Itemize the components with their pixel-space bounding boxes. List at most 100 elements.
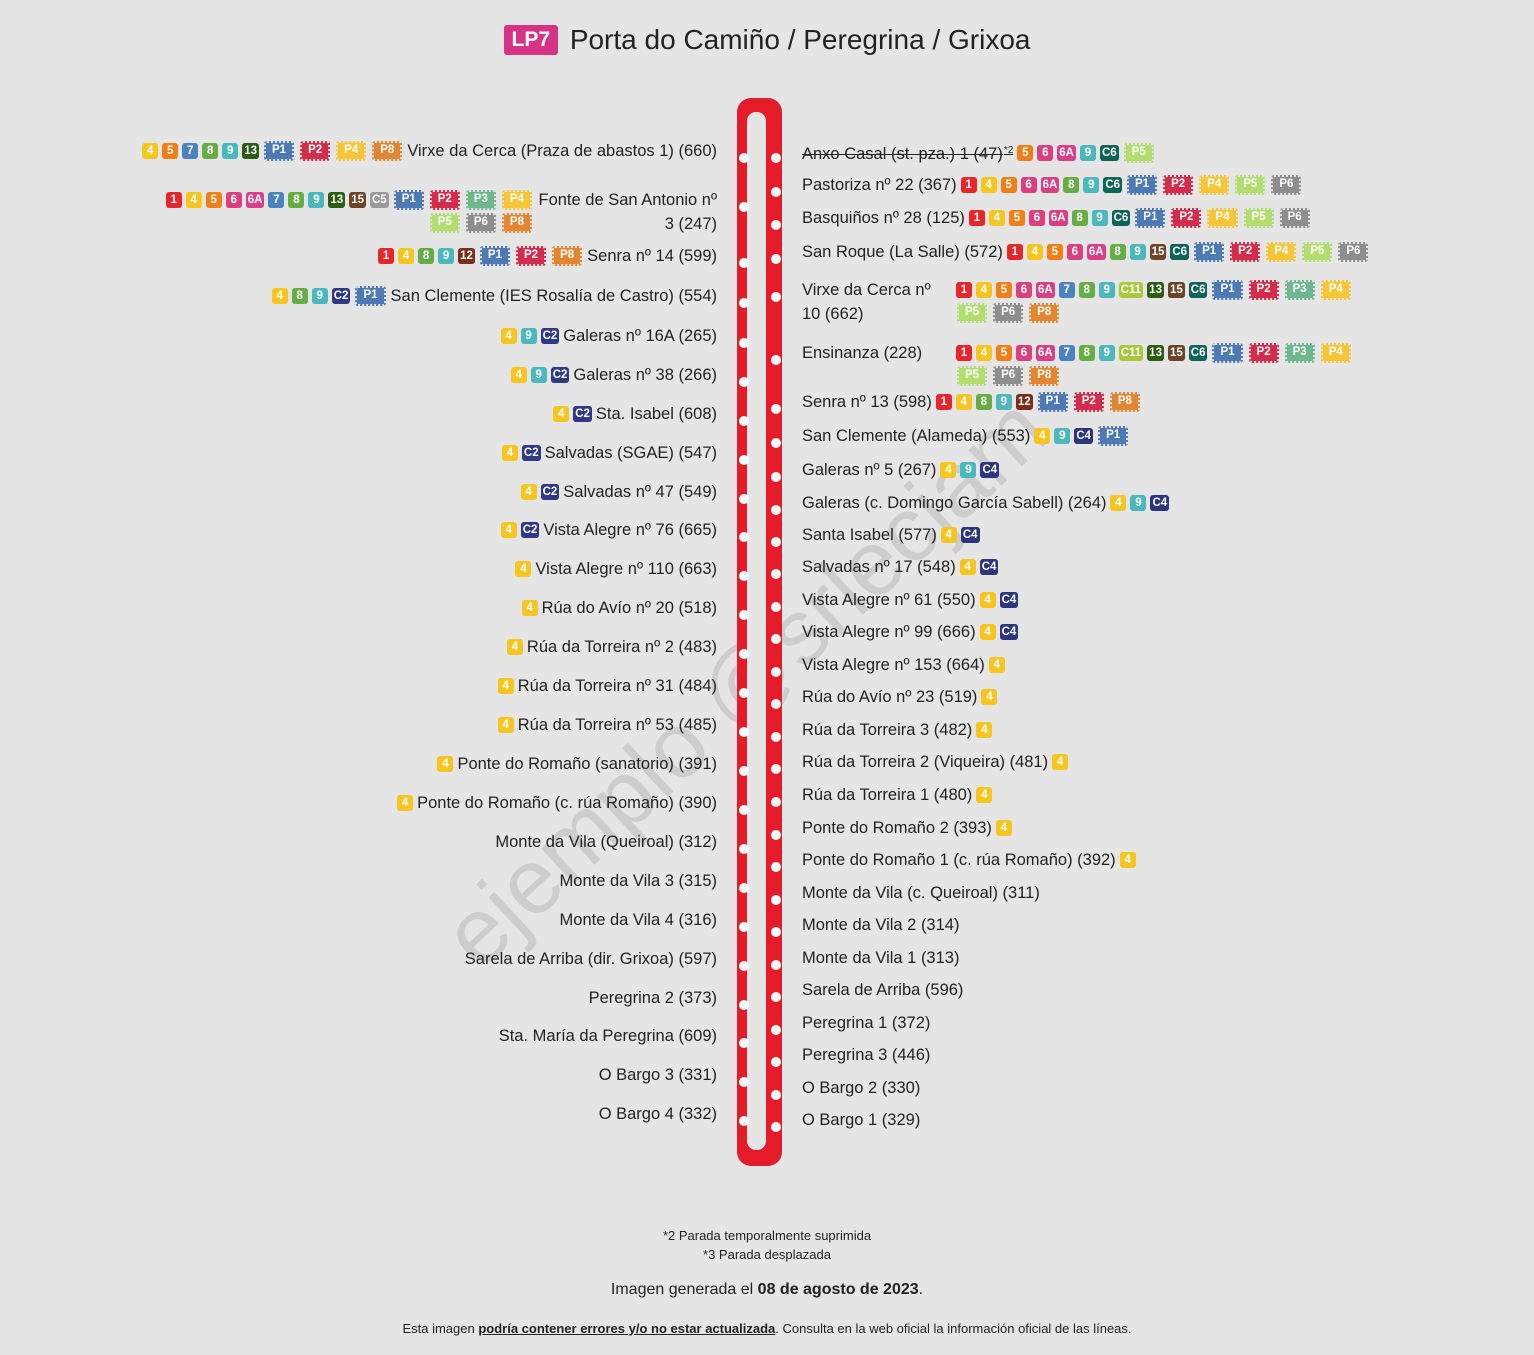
- line-badges: 4: [397, 795, 414, 811]
- line-badge-4: 4: [955, 394, 972, 410]
- line-badge-4: 4: [437, 756, 454, 772]
- line-badge-13: 13: [1147, 282, 1164, 298]
- stop-name: Rúa do Avío nº 23 (519): [802, 688, 978, 706]
- line-badge-5: 5: [1046, 244, 1063, 260]
- stop-dot: [739, 688, 749, 698]
- stop-right: Vista Alegre nº 153 (664) 4: [802, 653, 1005, 677]
- line-badge-4: 4: [510, 367, 527, 383]
- stop-left: 4 Ponte do Romaño (c. rúa Romaño) (390): [397, 791, 717, 815]
- stop-name: Sarela de Arriba (596): [802, 981, 964, 999]
- stop-right: Rúa da Torreira 1 (480) 4: [802, 783, 993, 807]
- line-badge-p4: P4: [501, 190, 532, 210]
- line-badges: 1 4 5 6 6A 7 8 9 C11 13 15 C6 P1 P2 P3 P4 P5 P6 P8: [956, 341, 1376, 386]
- line-badges: 1 4 8 9 12 P1 P2 P8: [378, 246, 583, 266]
- line-badge-c4: C4: [979, 559, 999, 575]
- line-badge-p8: P8: [501, 213, 532, 233]
- stop-name: O Bargo 3 (331): [598, 1066, 717, 1084]
- stop-dot: [739, 338, 749, 348]
- stop-right: Ponte do Romaño 2 (393) 4: [802, 816, 1012, 840]
- stop-left: 4 5 7 8 9 13 P1 P2 P4 P8 Virxe da Cerca (Praza de …: [142, 139, 717, 163]
- stop-left: O Bargo 3 (331): [599, 1063, 717, 1087]
- stop-right: Peregrina 3 (446): [802, 1043, 930, 1067]
- line-badge-p6: P6: [993, 366, 1024, 386]
- line-badge-c6: C6: [1103, 177, 1123, 193]
- line-badge-9: 9: [520, 328, 537, 344]
- stop-name: Vista Alegre nº 76 (665): [543, 521, 717, 539]
- stop-left: Monte da Vila 3 (315): [560, 869, 717, 893]
- line-badge-p5: P5: [1243, 208, 1274, 228]
- stop-dot: [739, 153, 749, 163]
- stop-name: Basquiños nº 28 (125): [802, 209, 965, 227]
- stop-dot: [771, 404, 781, 414]
- stop-dot: [739, 922, 749, 932]
- stop-dot: [739, 258, 749, 268]
- line-badge-p6: P6: [465, 213, 496, 233]
- stop-left: Sta. María da Peregrina (609): [499, 1024, 717, 1048]
- stop-dot: [771, 438, 781, 448]
- stop-name: O Bargo 2 (330): [802, 1079, 921, 1097]
- line-badge-6: 6: [1066, 244, 1083, 260]
- line-badges: 4 8 9 C2 P1: [271, 286, 387, 306]
- line-badge-5: 5: [996, 345, 1012, 361]
- stop-right: Vista Alegre nº 99 (666) 4 C4: [802, 620, 1019, 644]
- stop-name: Vista Alegre nº 99 (666): [802, 623, 976, 641]
- line-badge-p1: P1: [393, 190, 424, 210]
- stop-right: Ponte do Romaño 1 (c. rúa Romaño) (392) 4: [802, 848, 1136, 872]
- line-badge-1: 1: [165, 192, 182, 208]
- line-badge-p4: P4: [1320, 280, 1351, 300]
- stop-name: Virxe da Cerca (Praza de abastos 1) (660…: [407, 142, 717, 160]
- stop-dot: [739, 416, 749, 426]
- line-badge-p4: P4: [1266, 242, 1297, 262]
- stop-left: 4 C2 Sta. Isabel (608): [553, 402, 717, 426]
- line-badge-6a: 6A: [1040, 177, 1060, 193]
- stop-dot: [771, 927, 781, 937]
- line-badges: 4: [521, 600, 538, 616]
- stop-dot: [771, 1090, 781, 1100]
- stop-name: Rúa da Torreira 2 (Viqueira) (481): [802, 753, 1049, 771]
- line-badge-12: 12: [1015, 394, 1033, 410]
- stop-dot: [771, 1057, 781, 1067]
- line-badge-9: 9: [995, 394, 1012, 410]
- stop-dot: [739, 766, 749, 776]
- line-badges: 4 C4: [979, 624, 1019, 640]
- stop-dot: [771, 732, 781, 742]
- line-badges: 1 4 8 9 12 P1 P2 P8: [935, 392, 1141, 412]
- line-badge-6: 6: [225, 192, 242, 208]
- line-badge-1: 1: [968, 210, 985, 226]
- line-badge-p2: P2: [1073, 392, 1104, 412]
- line-badge-c2: C2: [520, 522, 540, 538]
- line-badge-c4: C4: [999, 624, 1019, 640]
- stop-dot: [771, 292, 781, 302]
- line-badge-4: 4: [1119, 852, 1136, 868]
- line-badge-9: 9: [311, 288, 328, 304]
- stop-dot: [739, 1077, 749, 1087]
- line-badge-1: 1: [378, 248, 395, 264]
- line-badge-p2: P2: [1171, 208, 1202, 228]
- stop-dot: [771, 862, 781, 872]
- line-badge-c5: C5: [369, 192, 389, 208]
- stop-right: Vista Alegre nº 61 (550) 4 C4: [802, 588, 1019, 612]
- line-badge-8: 8: [1071, 210, 1088, 226]
- line-badge-p8: P8: [1029, 366, 1060, 386]
- line-badge-1: 1: [956, 282, 972, 298]
- stop-name: San Roque (La Salle) (572): [802, 243, 1003, 261]
- line-badge-4: 4: [500, 522, 517, 538]
- line-badge-4: 4: [979, 624, 996, 640]
- stop-right: Sarela de Arriba (596): [802, 978, 963, 1002]
- stop-dot: [771, 472, 781, 482]
- stop-name: Rúa da Torreira 1 (480): [802, 786, 973, 804]
- line-badges: 4 C2: [501, 445, 541, 461]
- stop-name: Vista Alegre nº 153 (664): [802, 656, 985, 674]
- stop-dot: [739, 202, 749, 212]
- stop-right: Monte da Vila 2 (314): [802, 913, 959, 937]
- line-badge-p3: P3: [465, 190, 496, 210]
- stop-name: Santa Isabel (577): [802, 526, 937, 544]
- stop-name: Rúa da Torreira nº 31 (484): [517, 677, 717, 695]
- stop-right: Galeras (c. Domingo García Sabell) (264)…: [802, 491, 1170, 515]
- line-badge-5: 5: [1000, 177, 1017, 193]
- stop-name: Galeras (c. Domingo García Sabell) (264): [802, 494, 1107, 512]
- date-value: 08 de agosto de 2023: [757, 1281, 919, 1298]
- line-badges: 4: [1119, 852, 1136, 868]
- line-badge-p8: P8: [1109, 392, 1140, 412]
- line-badges: 4: [981, 689, 998, 705]
